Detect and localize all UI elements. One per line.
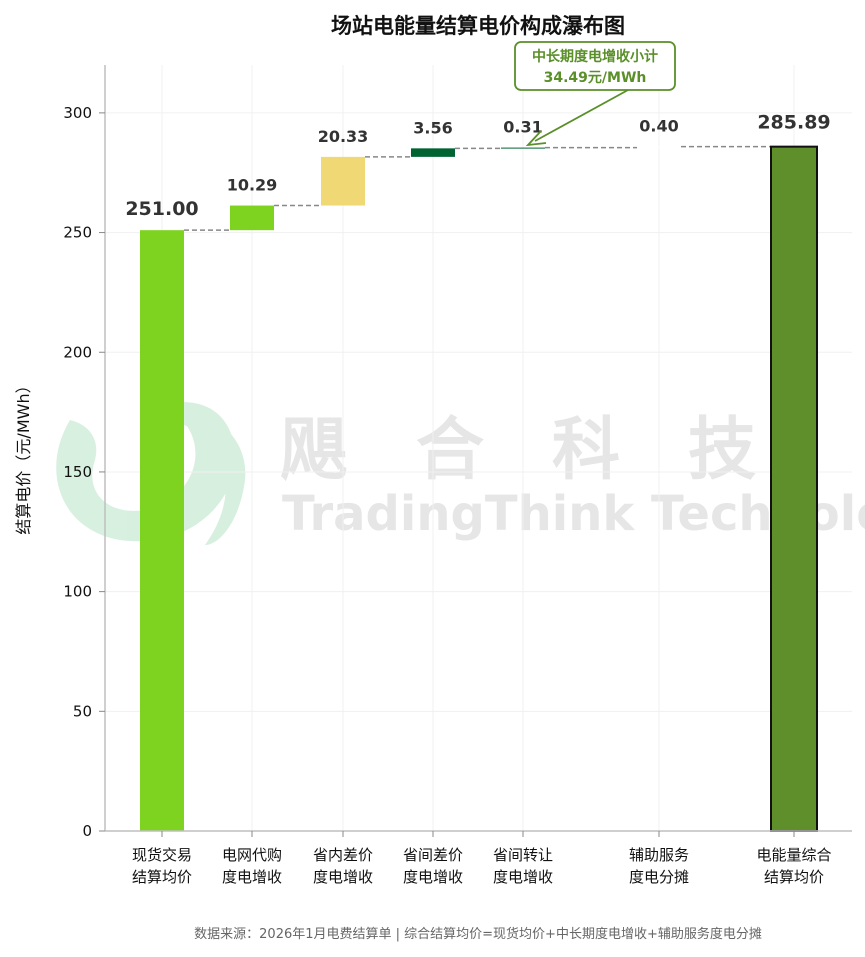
connectors xyxy=(184,145,771,231)
x-tick-label-0: 现货交易结算均价 xyxy=(132,846,192,886)
y-tick-label: 100 xyxy=(63,583,92,601)
value-label-2: 20.33 xyxy=(318,127,369,146)
value-label-3: 3.56 xyxy=(413,118,452,137)
y-tick-label: 200 xyxy=(63,343,92,361)
bar-4 xyxy=(501,147,545,149)
bar-1 xyxy=(230,205,274,231)
x-tick-label-3: 省间差价度电增收 xyxy=(403,846,463,886)
annotation-line1: 中长期度电增收小计 xyxy=(532,48,658,65)
bar-0 xyxy=(140,230,184,831)
x-ticks: 现货交易结算均价电网代购度电增收省内差价度电增收省间差价度电增收省间转让度电增收… xyxy=(132,831,832,886)
value-label-6: 285.89 xyxy=(757,112,830,134)
annotation-arrowhead xyxy=(525,130,547,147)
x-tick-label-1: 电网代购度电增收 xyxy=(222,846,282,886)
chart-title: 场站电能量结算电价构成瀑布图 xyxy=(331,14,625,38)
source-note: 数据来源：2026年1月电费结算单 | 综合结算均价=现货均价+中长期度电增收+… xyxy=(194,926,762,942)
bar-5 xyxy=(637,146,681,148)
bars xyxy=(140,145,818,832)
watermark-en: TradingThink Technology xyxy=(282,486,865,542)
value-label-0: 251.00 xyxy=(125,198,198,220)
watermark-logo-icon xyxy=(56,402,246,545)
y-tick-label: 50 xyxy=(73,702,92,720)
y-tick-label: 300 xyxy=(63,104,92,122)
annotation-box xyxy=(514,41,676,91)
annotation-arrow xyxy=(534,89,629,142)
x-tick-label-5: 辅助服务度电分摊 xyxy=(629,846,689,886)
watermark-cn: 飓 合 科 技 xyxy=(280,411,756,490)
bar-3 xyxy=(411,148,455,157)
y-ticks: 0 50 100 150 200 250 300 xyxy=(63,104,105,840)
x-tick-label-4: 省间转让度电增收 xyxy=(493,846,553,886)
bar-6 xyxy=(770,145,818,832)
subtotal-annotation: 中长期度电增收小计 34.49元/MWh xyxy=(514,41,676,147)
y-tick-label: 0 xyxy=(82,822,92,840)
value-labels: 251.00 10.29 20.33 3.56 0.31 0.40 285.89 xyxy=(125,112,830,221)
x-tick-label-6: 电能量综合结算均价 xyxy=(756,846,831,886)
value-label-4: 0.31 xyxy=(503,118,542,137)
watermark: 飓 合 科 技 TradingThink Technology xyxy=(56,402,865,545)
y-tick-label: 150 xyxy=(63,463,92,481)
x-tick-label-2: 省内差价度电增收 xyxy=(313,846,373,886)
annotation-line2: 34.49元/MWh xyxy=(544,70,647,86)
y-tick-label: 250 xyxy=(63,224,92,242)
bar-2 xyxy=(321,156,365,206)
value-label-5: 0.40 xyxy=(639,117,678,136)
grid-lines xyxy=(105,65,852,832)
y-axis-label: 结算电价（元/MWh） xyxy=(14,377,33,534)
value-label-1: 10.29 xyxy=(227,176,278,195)
